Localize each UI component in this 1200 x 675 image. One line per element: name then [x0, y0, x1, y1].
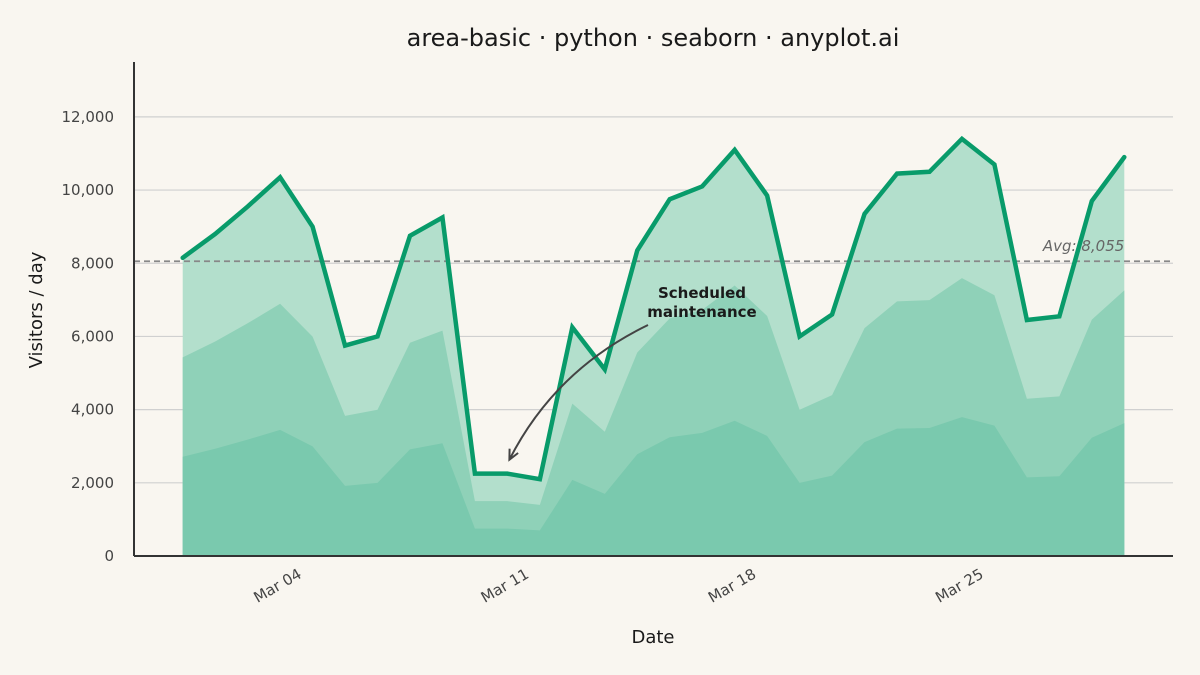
- chart-title: area-basic · python · seaborn · anyplot.…: [407, 24, 900, 52]
- area-fills: [182, 138, 1125, 556]
- annotation-arrow: [508, 324, 649, 461]
- average-label: Avg: 8,055: [1042, 237, 1124, 255]
- y-tick-labels: 0 2,000 4,000 6,000 8,000 10,000 12,000: [62, 108, 115, 565]
- y-tick-label: 2,000: [71, 474, 114, 492]
- y-tick-label: 0: [104, 547, 114, 565]
- y-tick-label: 6,000: [71, 327, 114, 345]
- annotation-arrowhead: [508, 448, 519, 462]
- y-tick-label: 12,000: [62, 108, 115, 126]
- x-axis-label: Date: [631, 627, 674, 648]
- y-tick-label: 8,000: [71, 254, 114, 272]
- series-line: [180, 135, 1127, 482]
- y-axis-label: Visitors / day: [26, 251, 47, 368]
- axes: [133, 62, 1173, 557]
- area-band-2: [182, 417, 1125, 556]
- y-tick-label: 4,000: [71, 401, 114, 419]
- y-tick-label: 10,000: [62, 181, 115, 199]
- annotation-text-line: Scheduled: [658, 284, 746, 302]
- series-lines: [180, 135, 1127, 482]
- average-reference: Avg: 8,055: [134, 237, 1173, 263]
- annotation-text-line: maintenance: [647, 303, 756, 321]
